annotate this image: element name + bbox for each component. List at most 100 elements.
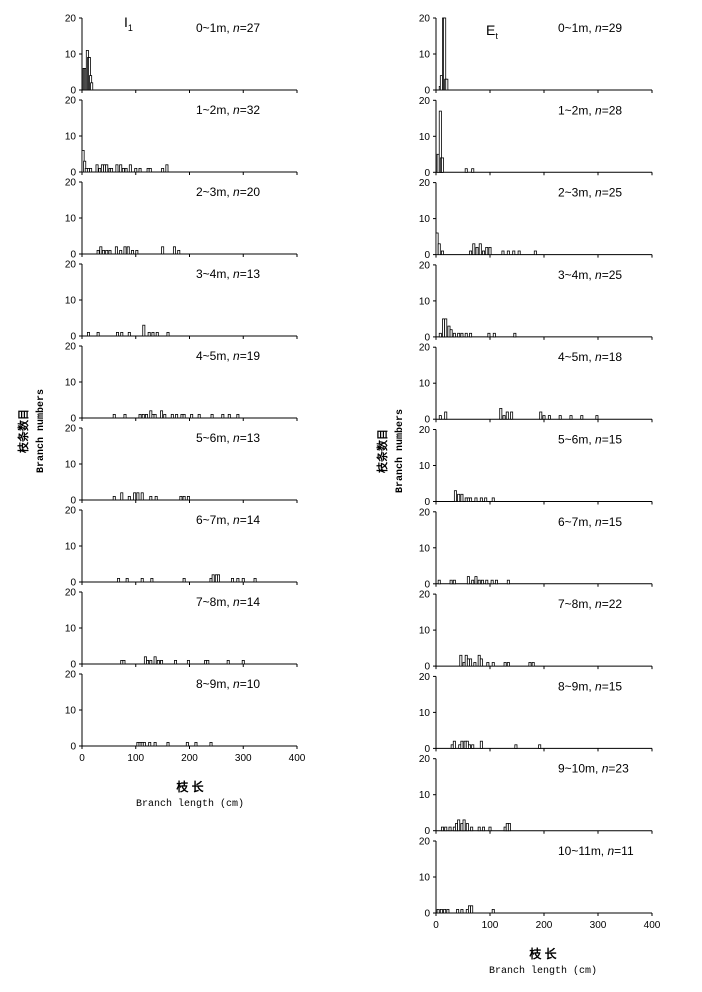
histogram-bar	[470, 905, 474, 914]
panel-i1-9: 0 10 20 8~9m, n=10	[65, 670, 298, 753]
histogram-bar	[438, 332, 442, 338]
column-i1-ylabel-cn: 枝条数目	[16, 409, 30, 454]
y-tick-label: 0	[424, 168, 430, 179]
column-i1-xlabel-cn: 枝 长	[175, 779, 204, 794]
panel-label: 1~2m, n=32	[196, 103, 260, 117]
y-tick-label: 0	[70, 496, 76, 507]
histogram-bar	[153, 742, 157, 747]
y-tick-label: 10	[65, 296, 77, 307]
histogram-bar	[148, 167, 152, 173]
histogram-bar	[494, 579, 498, 585]
y-tick-label: 0	[70, 414, 76, 425]
panel-label: 1~2m, n=28	[558, 103, 622, 117]
histogram-bar	[485, 246, 489, 255]
histogram-bar	[197, 413, 201, 419]
histogram-bar	[437, 579, 441, 585]
histogram-bar	[469, 497, 473, 502]
histogram-bar	[436, 909, 440, 914]
histogram-bar	[488, 826, 492, 832]
histogram-bar	[140, 578, 144, 583]
histogram-bar	[206, 660, 210, 665]
histogram-bar	[464, 168, 468, 173]
histogram-bar	[477, 579, 481, 585]
histogram-bar	[507, 823, 511, 832]
column-i1-ylabel-en: Branch numbers	[35, 389, 47, 473]
histogram-bar	[89, 167, 93, 173]
histogram-bar	[478, 243, 482, 256]
panel-label: 5~6m, n=15	[558, 433, 622, 447]
histogram-bar	[462, 819, 466, 832]
histogram-bar	[482, 250, 486, 255]
y-tick-label: 10	[65, 214, 77, 225]
x-tick-label: 300	[590, 920, 607, 931]
y-tick-label: 20	[65, 178, 77, 189]
histogram-bar	[445, 78, 449, 91]
y-tick-label: 10	[419, 214, 431, 225]
histogram-bar	[469, 658, 473, 667]
panel-label: 8~9m, n=10	[196, 677, 260, 691]
panel-i1-7: 0 10 20 6~7m, n=14	[65, 506, 298, 589]
histogram-bar	[134, 167, 138, 173]
histogram-bar	[142, 742, 146, 747]
y-tick-label: 0	[70, 168, 76, 179]
column-et-ylabel-en: Branch numbers	[394, 409, 406, 493]
histogram-bar	[457, 493, 461, 502]
histogram-bar	[467, 744, 471, 749]
y-tick-label: 0	[424, 415, 430, 426]
histogram-bar	[182, 495, 186, 501]
histogram-bar	[154, 495, 158, 501]
panel-label: 5~6m, n=13	[196, 431, 260, 445]
histogram-bar	[119, 249, 123, 255]
histogram-bar	[105, 164, 109, 173]
y-tick-label: 10	[65, 706, 77, 717]
histogram-bar	[437, 243, 441, 256]
y-tick-label: 20	[65, 342, 77, 353]
panel-et-6: 0 10 20 5~6m, n=15	[419, 425, 653, 508]
histogram-bar	[460, 332, 464, 338]
histogram-bar	[539, 411, 543, 420]
histogram-bar	[170, 413, 174, 419]
histogram-bar	[471, 168, 475, 173]
histogram-bar	[438, 415, 442, 420]
panel-et-8: 0 10 20 7~8m, n=22	[419, 590, 653, 673]
panel-et-4: 0 10 20 3~4m, n=25	[419, 260, 653, 343]
histogram-bar	[127, 331, 131, 337]
histogram-bar	[155, 331, 159, 337]
y-tick-label: 0	[424, 662, 430, 673]
histogram-bar	[533, 250, 537, 255]
histogram-bar	[595, 415, 599, 420]
y-tick-label: 10	[419, 461, 431, 472]
y-tick-label: 0	[424, 332, 430, 343]
histogram-bar	[241, 660, 245, 665]
y-tick-label: 0	[70, 742, 76, 753]
y-tick-label: 20	[65, 14, 77, 25]
y-tick-label: 10	[419, 873, 431, 884]
histogram-bar	[477, 826, 481, 832]
column-et-panels: 0 10 20 0~1m, n=29 0 10 20 1~2m, n=28 0 10 20 2~3m,…	[419, 14, 661, 932]
histogram-bar	[514, 744, 518, 749]
y-tick-label: 0	[424, 497, 430, 508]
y-tick-label: 10	[419, 50, 431, 61]
histogram-bar	[146, 660, 150, 665]
histogram-bar	[177, 249, 181, 255]
histogram-bar	[464, 332, 468, 338]
histogram-bar	[124, 167, 128, 173]
histogram-bar	[465, 823, 469, 832]
histogram-bar	[569, 415, 573, 420]
histogram-bar	[444, 411, 448, 420]
y-tick-label: 20	[419, 178, 431, 189]
histogram-bar	[580, 415, 584, 420]
histogram-bar	[153, 656, 157, 665]
histogram-bar	[452, 579, 456, 585]
histogram-bar	[211, 574, 215, 583]
histogram-bar	[486, 662, 490, 667]
histogram-bar	[153, 413, 157, 419]
panel-label: 9~10m, n=23	[558, 762, 629, 776]
histogram-bar	[96, 331, 100, 337]
histogram-bar	[135, 249, 139, 255]
histogram-bar	[253, 578, 257, 583]
y-tick-label: 20	[419, 590, 431, 601]
y-tick-label: 0	[70, 332, 76, 343]
histogram-bar	[474, 576, 478, 585]
